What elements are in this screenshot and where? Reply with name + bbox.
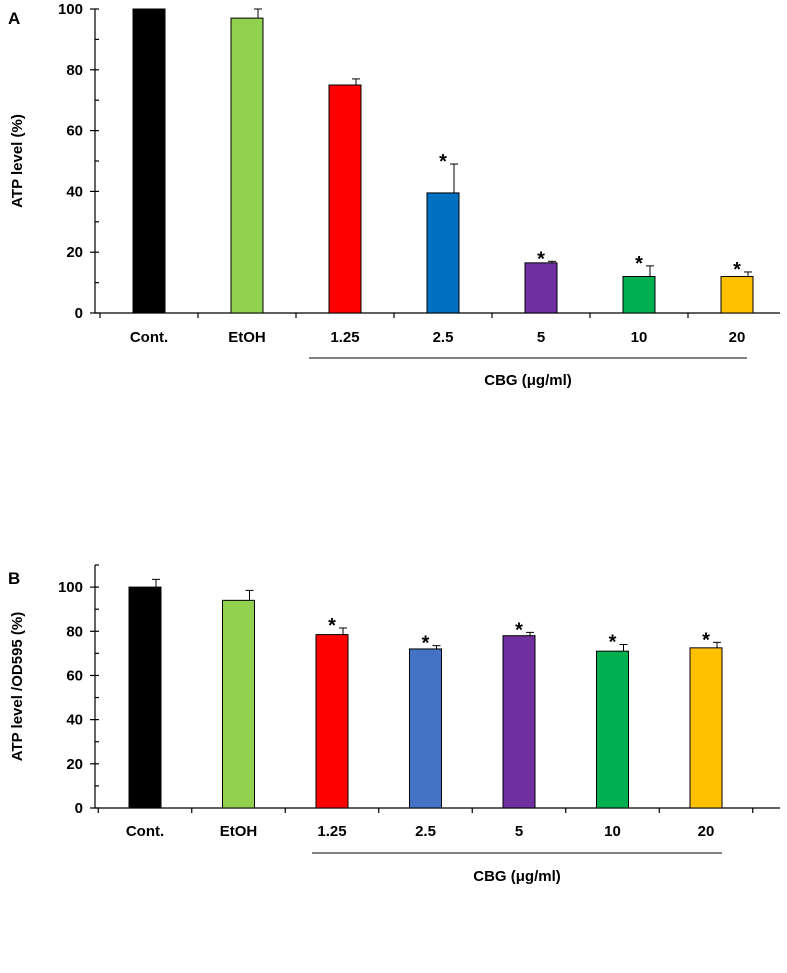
x-category-label: 10 xyxy=(604,823,621,840)
x-category-label: 20 xyxy=(698,823,715,840)
bar xyxy=(524,262,558,314)
bar xyxy=(720,276,754,314)
y-tick-label: 0 xyxy=(75,800,83,817)
significance-marker: * xyxy=(439,151,447,173)
significance-marker: * xyxy=(635,253,643,275)
y-tick-label: 100 xyxy=(58,1,83,18)
y-tick-label: 80 xyxy=(66,62,83,79)
significance-marker: * xyxy=(422,633,430,655)
y-tick-label: 20 xyxy=(66,756,83,773)
x-category-label: EtOH xyxy=(228,329,266,346)
x-category-label: Cont. xyxy=(130,329,168,346)
bar xyxy=(132,8,166,314)
panel-b-label: B xyxy=(8,569,20,588)
x-category-label: 2.5 xyxy=(415,823,436,840)
significance-marker: * xyxy=(609,632,617,654)
y-tick-label: 60 xyxy=(66,667,83,684)
x-category-label: 5 xyxy=(515,823,523,840)
bar xyxy=(315,634,349,809)
x-category-label: EtOH xyxy=(220,823,258,840)
y-tick-label: 40 xyxy=(66,183,83,200)
x-category-label: 5 xyxy=(537,329,545,346)
x-category-label: 20 xyxy=(729,329,746,346)
y-tick-label: 100 xyxy=(58,579,83,596)
bar xyxy=(222,599,255,809)
y-axis-title: ATP level /OD595 (%) xyxy=(9,612,26,762)
group-label: CBG (μg/ml) xyxy=(473,868,561,885)
y-tick-label: 80 xyxy=(66,623,83,640)
significance-marker: * xyxy=(702,629,710,651)
bar xyxy=(596,650,629,809)
chart-b: 0 20 40 60 80 100 ATP level /OD595 (%) Cont. EtO… xyxy=(9,564,780,885)
bar xyxy=(426,192,460,314)
group-label: CBG (μg/ml) xyxy=(484,372,572,389)
y-tick-label: 40 xyxy=(66,712,83,729)
bar xyxy=(622,276,656,314)
x-category-label: 1.25 xyxy=(330,329,359,346)
bar xyxy=(230,17,264,314)
significance-marker: * xyxy=(537,248,545,270)
significance-marker: * xyxy=(328,615,336,637)
y-tick-label: 20 xyxy=(66,244,83,261)
bar xyxy=(328,84,362,314)
significance-marker: * xyxy=(515,619,523,641)
x-category-label: Cont. xyxy=(126,823,164,840)
chart-a: 0 20 40 60 80 100 ATP level (%) Cont. EtOH 1.25 * 2… xyxy=(9,1,780,389)
bar xyxy=(128,586,162,809)
bar xyxy=(689,647,723,809)
panel-a-label: A xyxy=(8,9,20,28)
x-category-label: 2.5 xyxy=(433,329,454,346)
bar xyxy=(502,635,536,809)
y-tick-label: 60 xyxy=(66,123,83,140)
bar xyxy=(409,648,442,809)
y-tick-label: 0 xyxy=(75,305,83,322)
x-category-label: 10 xyxy=(631,329,648,346)
x-category-label: 1.25 xyxy=(317,823,346,840)
significance-marker: * xyxy=(733,259,741,281)
y-axis-title: ATP level (%) xyxy=(9,114,26,208)
